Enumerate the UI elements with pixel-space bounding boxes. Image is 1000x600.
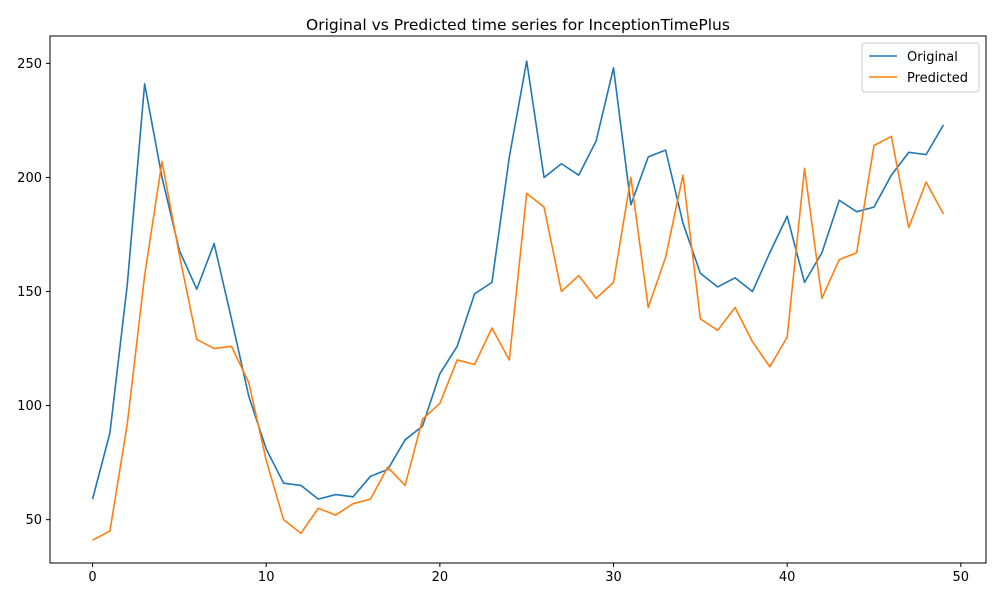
series-line-original [91,60,945,500]
x-tick-label: 0 [88,570,96,585]
plot-frame [49,35,987,564]
y-tick-label: 150 [17,285,42,300]
x-tick-label: 40 [779,570,796,585]
x-tick-label: 30 [605,570,622,585]
y-tick-label: 250 [17,57,42,72]
y-tick-label: 200 [17,171,42,186]
series-line-predicted [92,135,945,541]
series-lines [91,60,945,541]
legend-label-predicted: Predicted [907,71,968,86]
x-tick-label: 10 [258,570,275,585]
legend-label-original: Original [907,50,958,65]
y-tick-label: 50 [25,513,42,528]
x-axis: 0 10 20 30 40 50 [88,563,969,585]
y-tick-label: 100 [17,399,42,414]
chart-title: Original vs Predicted time series for In… [306,16,730,34]
x-tick-label: 20 [432,570,449,585]
legend: Original Predicted [861,42,980,93]
x-tick-label: 50 [953,570,970,585]
y-axis: 50 100 150 200 250 [17,57,50,528]
